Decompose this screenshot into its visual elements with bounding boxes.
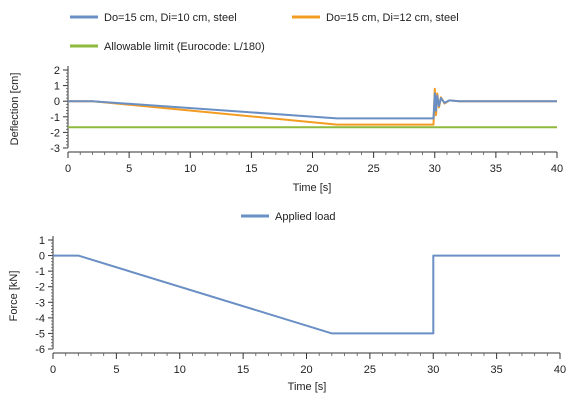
deflection-ylabel: Deflection [cm] xyxy=(9,73,21,146)
deflection-x-tick-label: 10 xyxy=(184,163,196,175)
deflection-x-tick-label: 15 xyxy=(245,163,257,175)
deflection-series-line-1 xyxy=(68,92,557,120)
deflection-y-tick-label: -2 xyxy=(50,127,60,139)
legend-label: Applied load xyxy=(275,211,336,223)
force-y-tick-label: -5 xyxy=(35,328,45,340)
deflection-y-tick-label: 1 xyxy=(54,81,60,93)
force-series xyxy=(53,254,560,335)
force-y-tick-label: -1 xyxy=(35,266,45,278)
force-xlabel: Time [s] xyxy=(288,381,327,393)
deflection-chart: Do=15 cm, Di=10 cm, steel Do=15 cm, Di=12… xyxy=(9,12,563,194)
deflection-x-tick-label: 0 xyxy=(65,163,71,175)
force-y-tick-label: -6 xyxy=(35,344,45,356)
deflection-x-tick-label: 40 xyxy=(551,163,563,175)
deflection-y-tick-label: 2 xyxy=(54,65,60,77)
legend-label: Do=15 cm, Di=10 cm, steel xyxy=(104,12,237,24)
legend-item-applied-load: Applied load xyxy=(241,211,336,223)
force-axes: 10-1-2-3-4-5-60 5 10 15 20 25 30 35 40 xyxy=(35,235,566,376)
force-y-tick-label: -3 xyxy=(35,297,45,309)
deflection-x-tick-label: 20 xyxy=(306,163,318,175)
legend-item-do15-di12: Do=15 cm, Di=12 cm, steel xyxy=(292,12,459,24)
force-y-tick-label: 0 xyxy=(39,251,45,263)
force-x-tick-label: 15 xyxy=(237,364,249,376)
deflection-y-tick-label: 0 xyxy=(54,96,60,108)
deflection-axes: 210-1-2-30 5 10 15 20 25 30 35 40 xyxy=(50,65,563,175)
deflection-xlabel: Time [s] xyxy=(293,182,332,194)
legend-item-do15-di10: Do=15 cm, Di=10 cm, steel xyxy=(70,12,237,24)
force-y-tick-label: 1 xyxy=(39,235,45,247)
force-chart: Applied load 10-1-2-3-4-5-60 5 10 15 20 25 30 3… xyxy=(8,211,566,393)
force-y-tick-label: -4 xyxy=(35,313,45,325)
force-y-tick-label: -2 xyxy=(35,282,45,294)
deflection-y-tick-label: -1 xyxy=(50,112,60,124)
force-x-tick-label: 0 xyxy=(50,364,56,376)
deflection-x-tick-label: 5 xyxy=(126,163,132,175)
legend-label: Allowable limit (Eurocode: L/180) xyxy=(104,41,265,53)
deflection-series-line-2 xyxy=(68,87,557,126)
force-x-tick-label: 35 xyxy=(491,364,503,376)
force-x-tick-label: 25 xyxy=(364,364,376,376)
force-x-tick-label: 30 xyxy=(427,364,439,376)
force-x-tick-label: 5 xyxy=(113,364,119,376)
force-series-line-1 xyxy=(53,254,560,335)
deflection-x-tick-label: 25 xyxy=(368,163,380,175)
force-x-tick-label: 40 xyxy=(554,364,566,376)
deflection-y-tick-label: -3 xyxy=(50,143,60,155)
legend-label: Do=15 cm, Di=12 cm, steel xyxy=(326,12,459,24)
legend-item-allowable-limit: Allowable limit (Eurocode: L/180) xyxy=(70,41,265,53)
deflection-legend: Do=15 cm, Di=10 cm, steel Do=15 cm, Di=12… xyxy=(70,12,459,53)
deflection-x-tick-label: 35 xyxy=(490,163,502,175)
force-x-tick-label: 10 xyxy=(174,364,186,376)
force-legend: Applied load xyxy=(241,211,336,223)
deflection-x-tick-label: 30 xyxy=(429,163,441,175)
force-x-tick-label: 20 xyxy=(300,364,312,376)
force-ylabel: Force [kN] xyxy=(8,271,20,322)
deflection-series xyxy=(68,87,557,129)
